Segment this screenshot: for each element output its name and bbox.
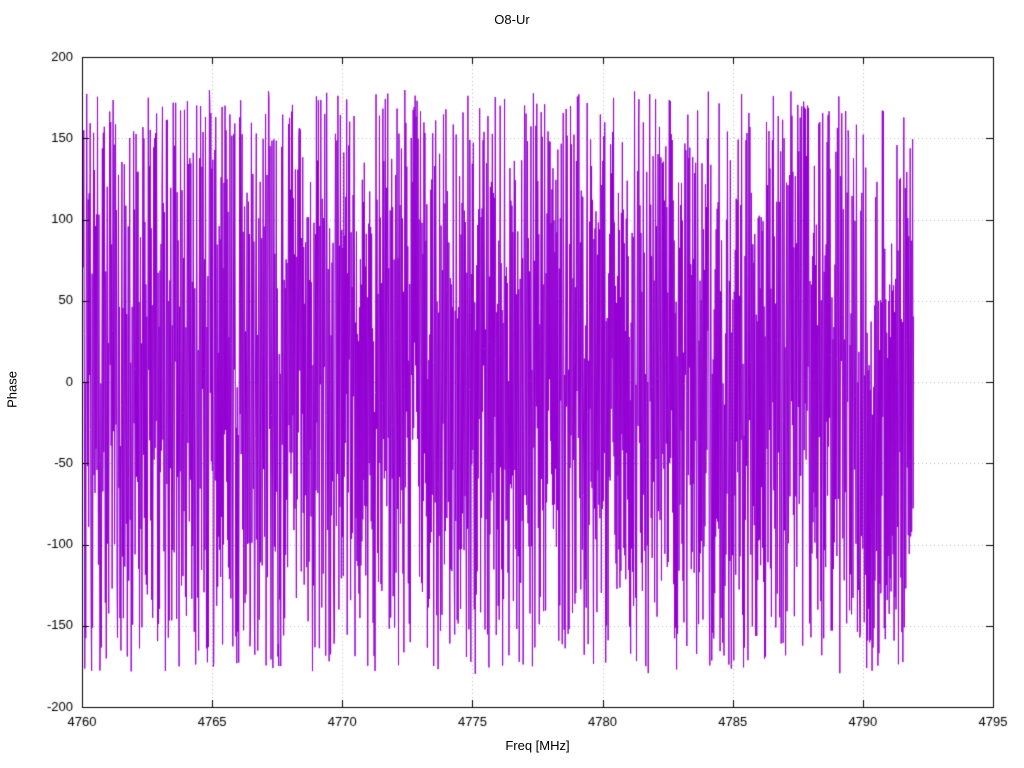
chart-title: O8-Ur — [494, 12, 530, 27]
y-axis-label: Phase — [4, 371, 20, 408]
x-axis-label: Freq [MHz] — [505, 738, 570, 753]
